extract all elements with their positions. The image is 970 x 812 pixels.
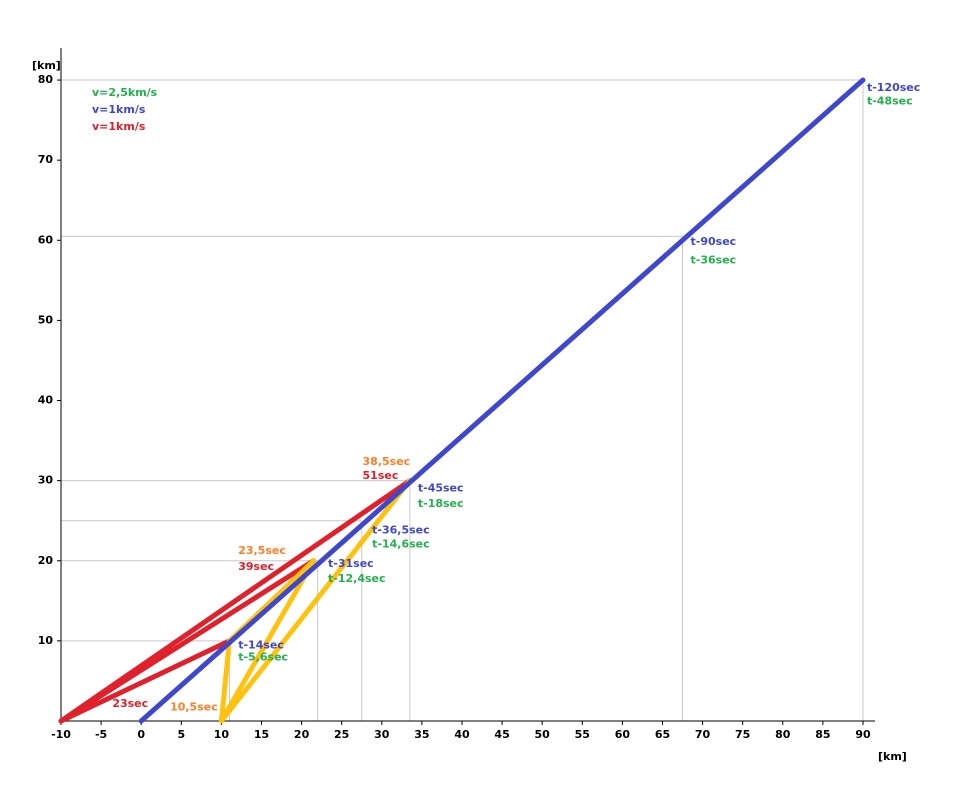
- y-tick-label: 20: [38, 554, 54, 567]
- x-tick-label: 35: [414, 728, 429, 741]
- annotation: t-18sec: [418, 497, 464, 510]
- x-tick-label: 45: [494, 728, 509, 741]
- x-tick-label: 5: [177, 728, 185, 741]
- legend-entry: v=1km/s: [92, 103, 146, 116]
- x-tick-label: 40: [454, 728, 470, 741]
- annotation: 23sec: [112, 697, 148, 710]
- annotation: 23,5sec: [238, 544, 286, 557]
- y-tick-label: 10: [38, 634, 54, 647]
- y-tick-label: 30: [38, 474, 54, 487]
- x-tick-label: 50: [535, 728, 551, 741]
- x-axis-label: [km]: [878, 750, 907, 763]
- x-tick-label: 20: [294, 728, 310, 741]
- y-tick-label: 40: [38, 394, 54, 407]
- x-tick-label: 60: [615, 728, 631, 741]
- x-tick-label: 10: [214, 728, 230, 741]
- y-tick-label: 60: [38, 233, 54, 246]
- annotation: t-12,4sec: [328, 572, 386, 585]
- y-tick-label: 50: [38, 313, 54, 326]
- annotation: t-31sec: [328, 557, 374, 570]
- annotation: t-36sec: [691, 253, 737, 266]
- annotation: 51sec: [363, 469, 399, 482]
- annotation: 38,5sec: [363, 455, 411, 468]
- x-tick-label: 15: [254, 728, 269, 741]
- x-tick-label: 0: [137, 728, 145, 741]
- series-line: [58, 478, 413, 724]
- x-tick-label: 75: [735, 728, 750, 741]
- legend-entry: v=2,5km/s: [92, 86, 158, 99]
- legend-entry: v=1km/s: [92, 120, 146, 133]
- x-tick-label: 25: [334, 728, 349, 741]
- annotation: t-48sec: [867, 95, 913, 108]
- x-tick-label: 65: [655, 728, 670, 741]
- annotation: t-90sec: [691, 235, 737, 248]
- x-tick-label: 85: [815, 728, 830, 741]
- x-tick-label: -10: [51, 728, 71, 741]
- x-tick-label: 90: [855, 728, 871, 741]
- x-tick-label: 70: [695, 728, 711, 741]
- annotation: t-36,5sec: [372, 523, 430, 536]
- x-tick-label: 55: [575, 728, 590, 741]
- x-tick-label: 30: [374, 728, 390, 741]
- y-tick-label: 80: [38, 73, 54, 86]
- annotation: t-120sec: [867, 81, 920, 94]
- series-line: [138, 77, 866, 724]
- annotation: t-45sec: [418, 482, 464, 495]
- annotation: t-14,6sec: [372, 538, 430, 551]
- series-line: [218, 478, 413, 724]
- annotation: t-14sec: [238, 639, 284, 652]
- y-axis-label: [km]: [32, 59, 61, 72]
- annotation: 39sec: [238, 560, 274, 573]
- annotation: t-5,6sec: [238, 651, 288, 664]
- y-tick-label: 70: [38, 153, 54, 166]
- x-tick-label: 80: [775, 728, 791, 741]
- x-tick-label: -5: [95, 728, 107, 741]
- annotation: 10,5sec: [170, 700, 218, 713]
